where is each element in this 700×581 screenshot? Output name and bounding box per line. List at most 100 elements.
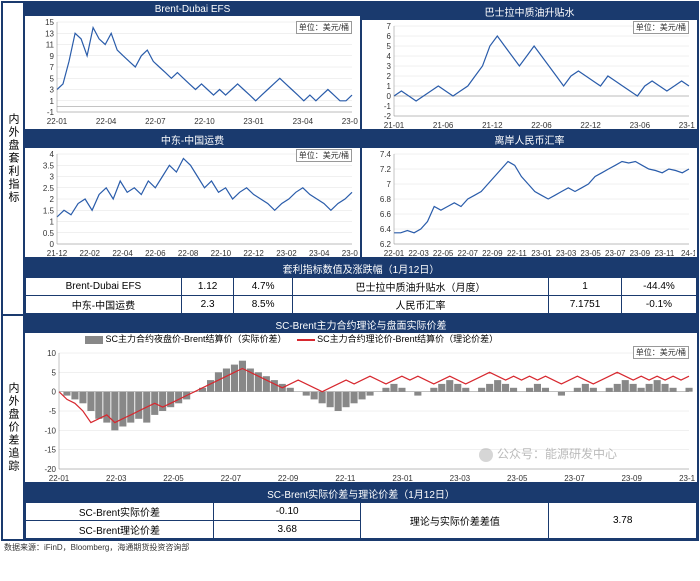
svg-text:23-07: 23-07 xyxy=(605,249,626,258)
cell: 8.5% xyxy=(234,296,293,314)
source-note: 数据来源：iFinD，Bloomberg，海通期货投资咨询部 xyxy=(0,541,700,554)
svg-text:22-12: 22-12 xyxy=(243,249,264,258)
cell: 1 xyxy=(549,278,622,296)
table1-title: 套利指标数值及涨跌幅（1月12日） xyxy=(26,260,697,278)
svg-text:22-11: 22-11 xyxy=(335,474,355,483)
svg-text:2: 2 xyxy=(50,195,55,204)
svg-text:1.5: 1.5 xyxy=(43,206,55,215)
svg-text:7.4: 7.4 xyxy=(380,150,392,159)
svg-text:23-06: 23-06 xyxy=(630,121,651,130)
chart1-svg: -11357911131522-0122-0422-0722-1023-0123… xyxy=(29,18,358,126)
svg-text:22-03: 22-03 xyxy=(106,474,127,483)
svg-text:22-12: 22-12 xyxy=(580,121,601,130)
chart2-svg: -2-10123456721-0121-0621-1222-0622-1223-… xyxy=(366,22,695,130)
svg-text:22-09: 22-09 xyxy=(278,474,299,483)
svg-text:22-05: 22-05 xyxy=(433,249,454,258)
svg-text:6.4: 6.4 xyxy=(380,225,392,234)
section1-label: 内外盘套利指标 xyxy=(2,2,24,315)
svg-text:22-06: 22-06 xyxy=(531,121,552,130)
svg-text:22-01: 22-01 xyxy=(49,474,70,483)
svg-text:-1: -1 xyxy=(384,102,392,111)
legend-bar-label: SC主力合约夜盘价-Brent结算价（实际价差） xyxy=(106,334,287,344)
cell: 1.12 xyxy=(181,278,233,296)
svg-text:22-07: 22-07 xyxy=(458,249,479,258)
svg-text:22-07: 22-07 xyxy=(221,474,242,483)
table-row: 中东-中国运费 2.3 8.5% 人民币汇率 7.1751 -0.1% xyxy=(26,296,697,314)
cell: 2.3 xyxy=(181,296,233,314)
svg-text:4: 4 xyxy=(387,52,392,61)
svg-text:7: 7 xyxy=(50,63,55,72)
svg-text:22-01: 22-01 xyxy=(384,249,405,258)
svg-text:23-01: 23-01 xyxy=(243,117,264,126)
svg-text:2.5: 2.5 xyxy=(43,184,55,193)
legend-line-swatch xyxy=(297,339,315,341)
svg-text:23-02: 23-02 xyxy=(276,249,297,258)
svg-text:4: 4 xyxy=(50,150,55,159)
cell: -0.1% xyxy=(621,296,696,314)
svg-text:11: 11 xyxy=(46,41,55,50)
chart2-title: 巴士拉中质油升贴水 xyxy=(362,3,697,20)
section2: 内外盘价差追踪 SC-Brent主力合约理论与盘面实际价差 单位：美元/桶 SC… xyxy=(2,315,698,540)
section1: 内外盘套利指标 Brent-Dubai EFS 单位：美元/桶 -1135791… xyxy=(2,2,698,315)
svg-text:22-06: 22-06 xyxy=(145,249,166,258)
svg-text:-1: -1 xyxy=(47,108,55,117)
svg-text:5: 5 xyxy=(52,368,57,377)
svg-text:21-12: 21-12 xyxy=(47,249,68,258)
svg-text:23-04: 23-04 xyxy=(309,249,330,258)
svg-text:23-09: 23-09 xyxy=(630,249,651,258)
chart-basra-premium: 巴士拉中质油升贴水 单位：美元/桶 -2-10123456721-0121-06… xyxy=(361,2,698,130)
svg-text:21-06: 21-06 xyxy=(433,121,454,130)
table2-title: SC-Brent实际价差与理论价差（1月12日） xyxy=(26,485,697,503)
svg-text:23-07: 23-07 xyxy=(564,474,585,483)
svg-text:22-09: 22-09 xyxy=(482,249,503,258)
cell: 3.68 xyxy=(213,521,361,539)
svg-text:23-03: 23-03 xyxy=(556,249,577,258)
table-row: Brent-Dubai EFS 1.12 4.7% 巴士拉中质油升贴水（月度） … xyxy=(26,278,697,296)
table2-wrap: SC-Brent实际价差与理论价差（1月12日） SC-Brent实际价差 -0… xyxy=(24,483,698,540)
svg-text:-5: -5 xyxy=(49,407,57,416)
section2-label: 内外盘价差追踪 xyxy=(2,315,24,540)
svg-text:22-03: 22-03 xyxy=(408,249,429,258)
cell: 3.78 xyxy=(549,503,697,539)
svg-text:3: 3 xyxy=(387,62,392,71)
table2: SC-Brent实际价差与理论价差（1月12日） SC-Brent实际价差 -0… xyxy=(25,484,697,539)
svg-text:22-04: 22-04 xyxy=(112,249,133,258)
svg-text:5: 5 xyxy=(50,74,55,83)
cell: SC-Brent理论价差 xyxy=(26,521,214,539)
svg-text:22-05: 22-05 xyxy=(163,474,184,483)
svg-text:3.5: 3.5 xyxy=(43,161,55,170)
chart1-title: Brent-Dubai EFS xyxy=(25,3,360,16)
svg-text:23-05: 23-05 xyxy=(580,249,601,258)
cell: -44.4% xyxy=(621,278,696,296)
svg-text:2: 2 xyxy=(387,72,392,81)
cell: 4.7% xyxy=(234,278,293,296)
cell: SC-Brent实际价差 xyxy=(26,503,214,521)
legend-line-label: SC主力合约理论价-Brent结算价（理论价差） xyxy=(317,334,498,344)
cell: 中东-中国运费 xyxy=(26,296,182,314)
table1: 套利指标数值及涨跌幅（1月12日） Brent-Dubai EFS 1.12 4… xyxy=(25,259,697,314)
legend-bar-swatch xyxy=(85,336,103,344)
svg-text:13: 13 xyxy=(45,29,54,38)
svg-text:22-08: 22-08 xyxy=(178,249,199,258)
svg-text:23-01: 23-01 xyxy=(392,474,413,483)
svg-text:1: 1 xyxy=(50,97,55,106)
chart3-svg: 00.511.522.533.5421-1222-0222-0422-0622-… xyxy=(29,150,358,258)
svg-text:3: 3 xyxy=(50,173,55,182)
chart-cnh-rate: 离岸人民币汇率 6.26.46.66.877.27.422-0122-0322-… xyxy=(361,130,698,258)
chart-me-china-freight: 中东-中国运费 单位：美元/桶 00.511.522.533.5421-1222… xyxy=(24,130,361,258)
chart3-title: 中东-中国运费 xyxy=(25,131,360,148)
svg-text:23-06: 23-06 xyxy=(342,249,358,258)
svg-text:6.2: 6.2 xyxy=(380,240,392,249)
table1-wrap: 套利指标数值及涨跌幅（1月12日） Brent-Dubai EFS 1.12 4… xyxy=(24,258,698,315)
svg-text:1: 1 xyxy=(387,82,392,91)
svg-text:24-1: 24-1 xyxy=(681,249,695,258)
svg-text:23-04: 23-04 xyxy=(293,117,314,126)
cell: 理论与实际价差差值 xyxy=(361,503,549,539)
svg-text:7: 7 xyxy=(387,180,392,189)
cell: -0.10 xyxy=(213,503,361,521)
svg-text:23-07: 23-07 xyxy=(342,117,358,126)
svg-text:22-07: 22-07 xyxy=(145,117,166,126)
chart1-unit: 单位：美元/桶 xyxy=(296,21,352,34)
chart5-svg: -20-15-10-5051022-0122-0322-0522-0722-09… xyxy=(29,335,695,483)
svg-text:23-05: 23-05 xyxy=(507,474,528,483)
